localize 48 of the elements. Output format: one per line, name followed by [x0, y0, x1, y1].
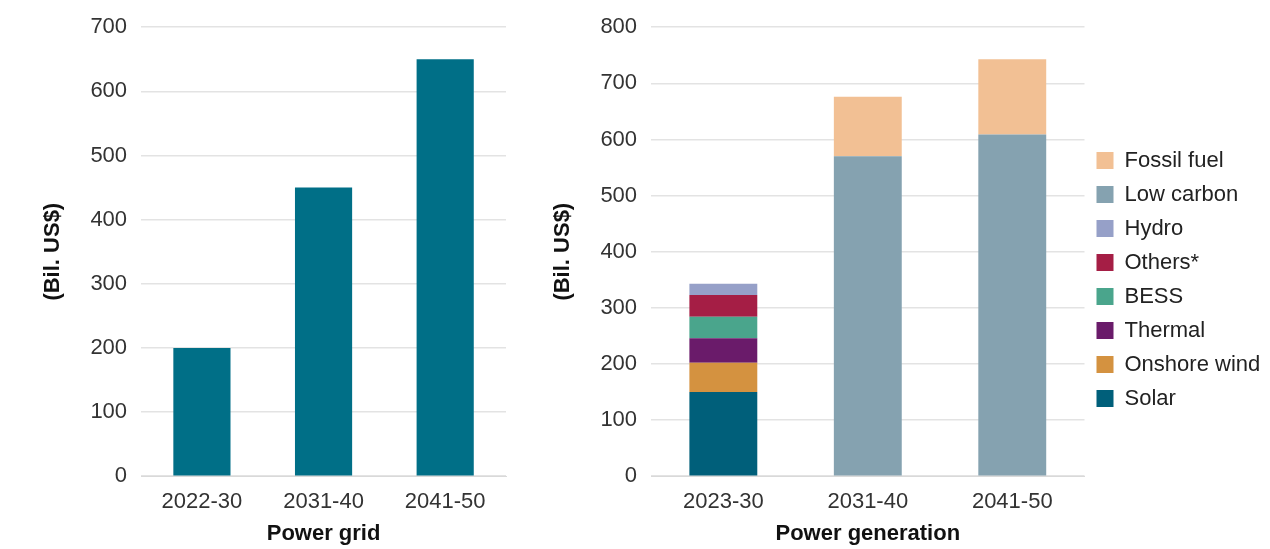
y-tick-label: 500: [600, 181, 638, 207]
y-tick-label: 700: [600, 69, 638, 95]
y-axis-title: (Bil. US$): [549, 202, 575, 301]
y-tick-label: 0: [114, 462, 128, 488]
bar: [173, 347, 231, 476]
legend-label: BESS: [1124, 282, 1184, 308]
legend-label: Others*: [1124, 248, 1200, 274]
legend-label: Solar: [1124, 384, 1176, 410]
y-tick-label: 400: [90, 205, 128, 231]
bar: [689, 338, 758, 363]
x-tick-label: 2023-30: [682, 488, 764, 514]
bar: [689, 294, 758, 317]
y-tick-label: 200: [90, 333, 128, 359]
legend-label: Low carbon: [1124, 180, 1239, 206]
bar: [833, 156, 902, 476]
y-tick-label: 400: [600, 237, 638, 263]
bar: [416, 59, 474, 476]
y-tick-label: 300: [600, 293, 638, 319]
bar: [689, 283, 758, 295]
y-tick-label: 100: [600, 406, 638, 432]
legend-label: Onshore wind: [1124, 350, 1261, 376]
x-tick-label: 2031-40: [283, 488, 364, 514]
y-tick-label: 700: [90, 13, 128, 39]
x-tick-label: 2041-50: [971, 488, 1053, 514]
y-tick-label: 600: [90, 77, 128, 103]
bar: [978, 59, 1047, 135]
y-tick-label: 200: [600, 350, 638, 376]
x-tick-label: 2031-40: [827, 488, 909, 514]
x-tick-label: 2022-30: [161, 488, 243, 514]
y-tick-label: 600: [600, 125, 638, 151]
y-tick-label: 300: [90, 269, 128, 295]
x-axis-title: Power grid: [266, 519, 381, 545]
bar: [689, 362, 758, 393]
y-tick-label: 0: [624, 462, 638, 488]
y-tick-label: 100: [90, 398, 128, 424]
x-tick-label: 2041-50: [404, 488, 486, 514]
legend-label: Hydro: [1124, 214, 1184, 240]
bar: [978, 134, 1047, 476]
bar: [833, 96, 902, 157]
legend-label: Fossil fuel: [1124, 146, 1224, 172]
y-tick-label: 800: [600, 13, 638, 39]
y-axis-title: (Bil. US$): [39, 202, 65, 301]
bar: [689, 392, 758, 476]
bar: [689, 316, 758, 339]
bar: [294, 187, 353, 476]
y-tick-label: 500: [90, 141, 128, 167]
x-axis-title: Power generation: [775, 519, 961, 545]
legend-label: Thermal: [1124, 316, 1206, 342]
